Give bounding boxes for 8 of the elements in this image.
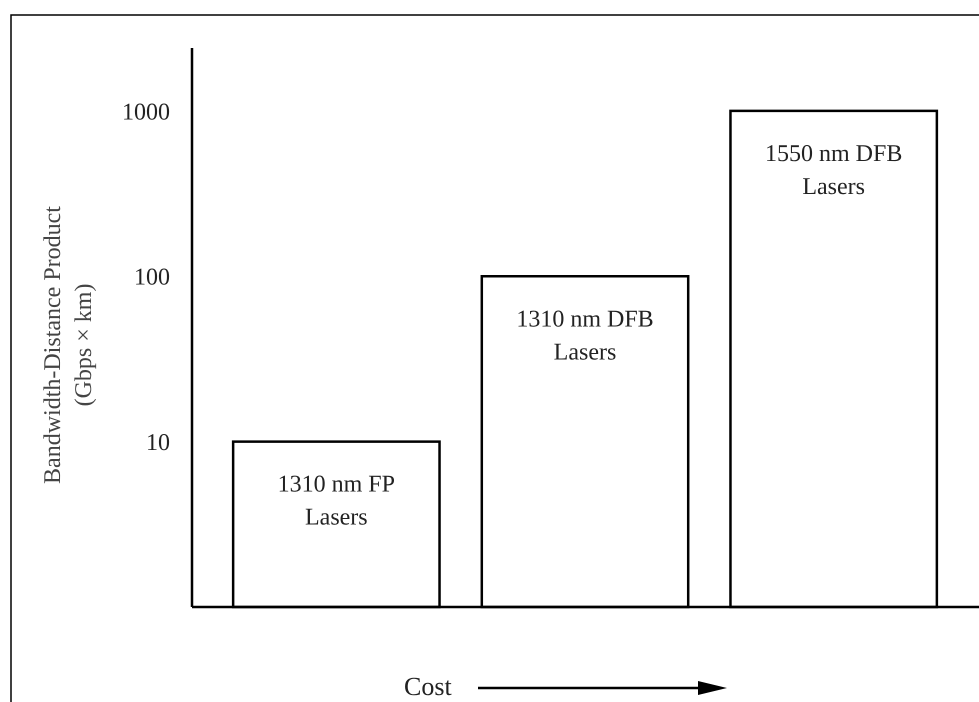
y-tick-label: 100 bbox=[134, 264, 170, 291]
x-tick-label: 1550 nm DFB Lasers bbox=[764, 140, 902, 200]
y-tick-label: 1000 bbox=[122, 99, 170, 126]
x-axis-title: Cost bbox=[404, 672, 452, 701]
y-tick-label: 10 bbox=[146, 430, 170, 456]
x-tick-label: 1310 nm FP Lasers bbox=[278, 472, 396, 531]
x-tick-label: 1310 nm DFB Lasers bbox=[516, 306, 654, 366]
y-axis-title: Bandwidth-Distance Product (Gbps × km) bbox=[40, 206, 97, 484]
